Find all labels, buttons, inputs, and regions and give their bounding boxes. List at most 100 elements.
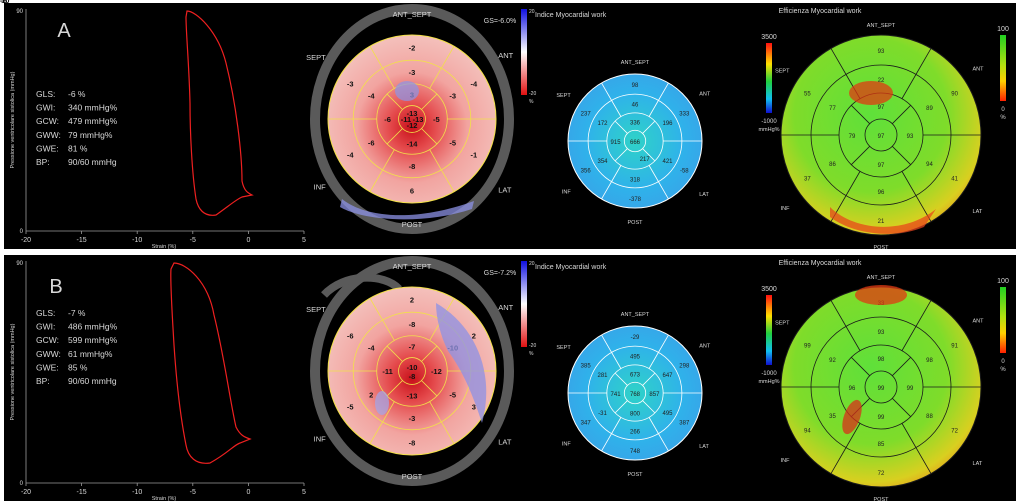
segment-value-inner: -11 bbox=[382, 367, 392, 376]
segment-value-outer: -6 bbox=[347, 331, 354, 340]
efficiency-colorbar: 100 0% bbox=[997, 278, 1009, 373]
segment-value-apex: 97 bbox=[878, 134, 885, 140]
pressure-strain-loop-plot: 90 0 Pressione ventricolare sistolica (mmH… bbox=[10, 9, 306, 250]
segment-value-mid: 22 bbox=[878, 78, 885, 84]
segment-value-outer: 385 bbox=[581, 364, 592, 370]
segment-value-mid: -8 bbox=[409, 162, 416, 171]
segment-value-mid: -4 bbox=[368, 343, 375, 352]
segment-value-mid: 421 bbox=[662, 159, 673, 165]
segment-value-inner: -12 bbox=[431, 367, 442, 376]
segment-value-mid: -3 bbox=[409, 68, 416, 77]
segment-value-apex: 666 bbox=[630, 140, 641, 146]
wall-label-post: POST bbox=[628, 220, 644, 226]
metric-label: GWI: bbox=[36, 103, 55, 113]
efficiency-scale-unit: % bbox=[1000, 115, 1006, 121]
metric-value: -6 % bbox=[68, 89, 86, 99]
wall-label-sept: SEPT bbox=[306, 305, 326, 314]
segment-value-outer: 356 bbox=[581, 168, 592, 174]
segment-value-outer: 99 bbox=[804, 344, 811, 350]
efficiency-bullseye: 3391727294999398888535929899999699 bbox=[780, 285, 982, 488]
segment-value-mid: 85 bbox=[878, 442, 885, 448]
panel-svg: 90 0 Pressione ventricolare sistolica (mmH… bbox=[10, 256, 1009, 503]
wall-label-inf: INF bbox=[314, 435, 327, 444]
metric-label: GWW: bbox=[36, 349, 61, 359]
wall-label-ant: ANT bbox=[498, 303, 513, 312]
segment-value-apex: -10 bbox=[407, 363, 418, 372]
metric-label: GLS: bbox=[36, 308, 55, 318]
strain-colorbar: 20 -20% bbox=[521, 9, 536, 105]
segment-value-apex: -13 bbox=[407, 109, 418, 118]
y-tick-zero: 0 bbox=[20, 481, 24, 487]
wall-label-ant: ANT bbox=[498, 51, 513, 60]
segment-value-mid: 495 bbox=[662, 411, 673, 417]
wall-label-lat: LAT bbox=[498, 438, 512, 447]
segment-value-mid: 93 bbox=[878, 330, 885, 336]
segment-value-outer: 41 bbox=[951, 177, 958, 183]
segment-value-inner: 336 bbox=[630, 121, 641, 127]
segment-value-inner: 97 bbox=[878, 163, 885, 169]
efficiency-scale-bottom: 0 bbox=[1001, 359, 1005, 365]
x-tick-label: -15 bbox=[77, 489, 87, 496]
efficiency-scale-unit: % bbox=[1000, 367, 1006, 373]
segment-value-outer: 21 bbox=[878, 219, 885, 225]
wall-label-post: POST bbox=[628, 472, 644, 478]
work-index-title: Indice Myocardial work bbox=[535, 264, 607, 271]
segment-value-outer: 3 bbox=[472, 403, 476, 412]
efficiency-scale-bottom: 0 bbox=[1001, 107, 1005, 113]
wall-label-ant-sept: ANT_SEPT bbox=[393, 262, 432, 271]
wall-label-ant-sept: ANT_SEPT bbox=[393, 10, 432, 19]
segment-value-inner: 217 bbox=[640, 157, 651, 163]
metric-value: 79 mmHg% bbox=[68, 130, 113, 140]
segment-value-mid: 94 bbox=[926, 162, 933, 168]
wall-label-inf: INF bbox=[781, 206, 791, 212]
y-tick-top: 90 bbox=[16, 9, 23, 15]
segment-value-mid: -3 bbox=[449, 91, 456, 100]
segment-value-mid: 281 bbox=[597, 373, 608, 379]
wall-label-lat: LAT bbox=[699, 444, 709, 450]
work-index-bullseye: 98 333 -58 -378 356 237 46 196 421 318 354 172 336 21… bbox=[567, 73, 703, 209]
segment-value-mid: 92 bbox=[829, 358, 836, 364]
segment-value-inner: -5 bbox=[433, 115, 440, 124]
work-scale-bottom: -1000 bbox=[761, 119, 777, 125]
segment-value-outer: -1 bbox=[470, 151, 477, 160]
segment-value-apex: -11 bbox=[401, 115, 411, 124]
wall-label-ant: ANT bbox=[973, 319, 985, 325]
segment-value-inner: 98 bbox=[878, 357, 885, 363]
strain-scale-top: 20 bbox=[529, 261, 535, 267]
metric-value: 90/60 mmHg bbox=[68, 376, 117, 386]
metric-label: GWE: bbox=[36, 143, 59, 153]
segment-value-outer: 387 bbox=[679, 420, 690, 426]
pressure-strain-loop bbox=[185, 10, 254, 216]
strain-scale-top: 20 bbox=[529, 9, 535, 15]
x-tick-label: -10 bbox=[132, 237, 142, 244]
wall-label-lat: LAT bbox=[973, 461, 983, 467]
segment-value-mid: 98 bbox=[926, 358, 933, 364]
work-index-colorbar: 3500 -1000 mmHg% bbox=[758, 34, 779, 133]
segment-value-inner: 99 bbox=[907, 386, 914, 392]
segment-value-mid: 318 bbox=[630, 178, 641, 184]
segment-value-outer: 347 bbox=[581, 420, 592, 426]
wall-label-lat: LAT bbox=[973, 209, 983, 215]
segment-value-inner: 96 bbox=[849, 386, 856, 392]
segment-value-outer: 2 bbox=[472, 331, 476, 340]
segment-value-inner: 97 bbox=[878, 105, 885, 111]
efficiency-colorbar: 100 0% bbox=[997, 26, 1009, 121]
segment-value-outer: 72 bbox=[951, 429, 958, 435]
segment-value-mid: 88 bbox=[926, 414, 933, 420]
segment-value-mid: -4 bbox=[368, 91, 375, 100]
segment-value-outer: 298 bbox=[679, 364, 690, 370]
work-scale-bottom: -1000 bbox=[761, 371, 777, 377]
segment-value-mid: -3 bbox=[409, 414, 416, 423]
segment-value-mid: 96 bbox=[878, 190, 885, 196]
wall-label-ant: ANT bbox=[973, 67, 985, 73]
x-tick-label: 5 bbox=[302, 237, 306, 244]
efficiency-bullseye: 93 90 41 21 37 55 22 89 94 96 86 77 97 93 97 79 97 bbox=[780, 34, 982, 236]
panel-letter: A bbox=[57, 20, 71, 42]
wall-label-post: POST bbox=[402, 220, 423, 229]
pressure-strain-loop bbox=[170, 262, 252, 464]
segment-value-mid: 354 bbox=[597, 159, 608, 165]
segment-value-outer: -58 bbox=[680, 168, 689, 174]
wall-label-sept: SEPT bbox=[556, 345, 571, 351]
wall-label-post: POST bbox=[402, 472, 423, 481]
wall-label-post: POST bbox=[874, 497, 890, 503]
